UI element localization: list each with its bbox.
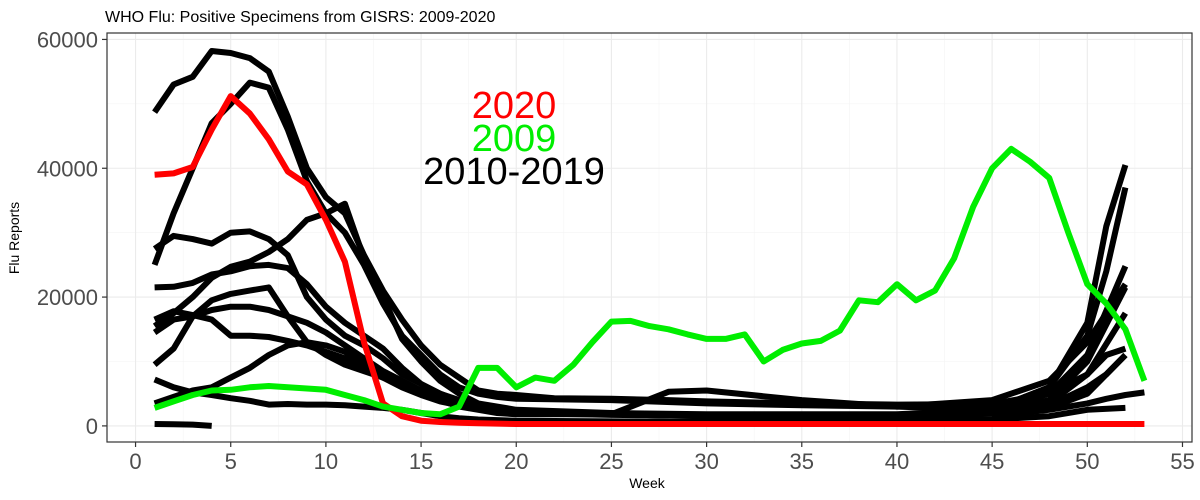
x-tick-label: 50: [1075, 449, 1099, 474]
x-tick-label: 30: [694, 449, 718, 474]
legend-label-2009: 2009: [472, 118, 557, 160]
series-line-2009-13: [153, 145, 1148, 418]
x-tick-label: 35: [790, 449, 814, 474]
series-line-2010-2019-8: [153, 339, 1128, 418]
series-line-2010-2019-2: [152, 186, 1129, 418]
y-tick-label: 0: [86, 414, 98, 439]
plot-panel-border: [106, 32, 1193, 443]
x-tick-label: 15: [409, 449, 433, 474]
x-tick-label: 5: [225, 449, 237, 474]
series-line-2010-2019-10: [991, 389, 1145, 420]
x-axis-title: Week: [629, 475, 666, 491]
legend-label-2020: 2020: [472, 85, 557, 127]
x-tick-label: 55: [1170, 449, 1194, 474]
x-tick-label: 20: [504, 449, 528, 474]
legend-label-2010-2019: 2010-2019: [423, 151, 605, 193]
series-line-2010-2019-5: [152, 286, 1129, 419]
series-line-2010-2019-1: [151, 79, 1128, 410]
series-line-2010-2019-11: [154, 421, 212, 429]
series-line-2010-2019-3: [152, 164, 1129, 420]
y-tick-label: 60000: [37, 27, 98, 52]
x-tick-label: 45: [980, 449, 1004, 474]
axes: 0 5 10 15 20 25 30 35 40 45 50 55 0 20000 40000 60000: [37, 27, 1195, 474]
y-tick-label: 40000: [37, 156, 98, 181]
grid-lines: [107, 33, 1192, 442]
x-tick-label: 25: [599, 449, 623, 474]
y-tick-label: 20000: [37, 285, 98, 310]
y-axis-title: Flu Reports: [6, 202, 22, 274]
series-group: [151, 48, 1148, 429]
x-tick-label: 40: [885, 449, 909, 474]
x-tick-label: 10: [314, 449, 338, 474]
chart-title: WHO Flu: Positive Specimens from GISRS: …: [105, 9, 495, 26]
series-line-2020-12: [154, 93, 1145, 427]
x-tick-label: 0: [129, 449, 141, 474]
